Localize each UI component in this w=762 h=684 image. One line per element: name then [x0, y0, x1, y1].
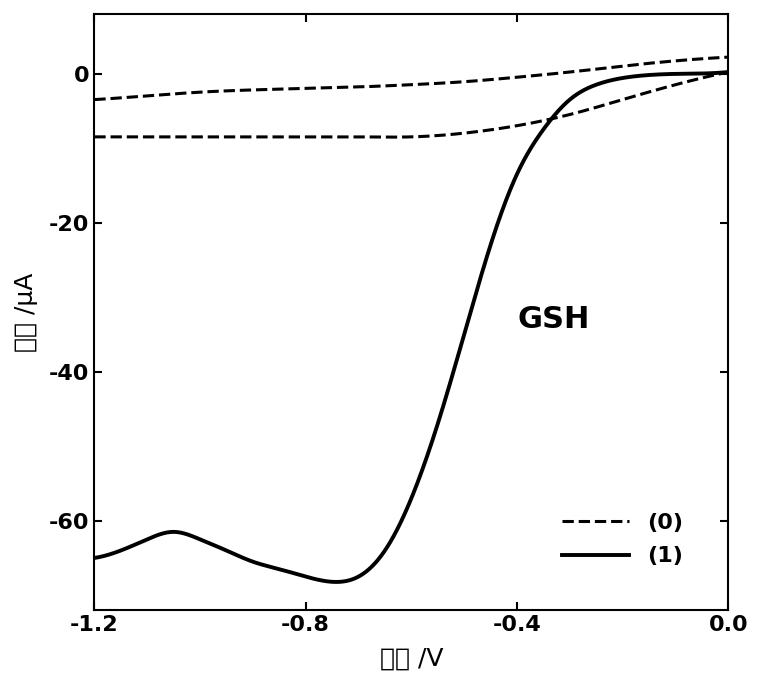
Text: GSH: GSH: [517, 305, 590, 334]
Legend: (0), (1): (0), (1): [554, 504, 692, 575]
Y-axis label: 电流 /μA: 电流 /μA: [14, 272, 38, 352]
X-axis label: 电位 /V: 电位 /V: [379, 646, 443, 670]
